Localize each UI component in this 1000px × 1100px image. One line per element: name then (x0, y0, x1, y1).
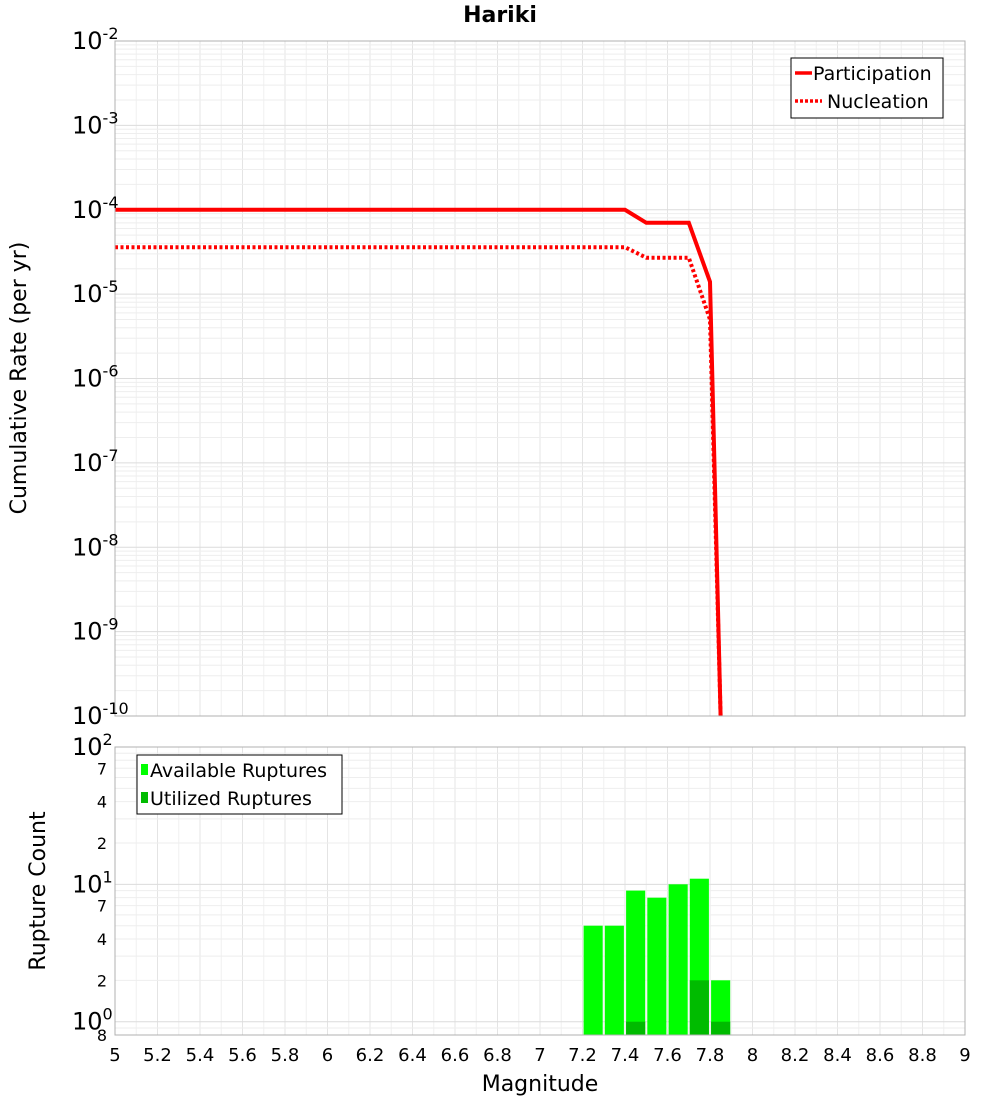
rate-y-tick-label: 10-3 (72, 108, 119, 139)
x-tick-label: 5.8 (271, 1045, 300, 1066)
x-tick-label: 5.2 (143, 1045, 172, 1066)
nucleation-legend-label: Nucleation (827, 91, 929, 113)
rate-plot-frame (114, 40, 966, 717)
count-y-minor-tick-label: 2 (97, 834, 107, 853)
count-y-minor-tick-label: 7 (97, 897, 107, 916)
x-tick-label: 7.8 (696, 1045, 725, 1066)
count-legend-box (136, 754, 343, 815)
utilized-legend-swatch (141, 792, 148, 803)
count-y-minor-tick-label: 2 (97, 971, 107, 990)
x-tick-label: 8.6 (866, 1045, 895, 1066)
x-tick-label: 7.6 (653, 1045, 682, 1066)
available-bar (668, 884, 688, 1035)
rate-y-tick-label: 10-4 (72, 193, 119, 224)
x-tick-label: 7.2 (568, 1045, 597, 1066)
rate-y-tick-label: 10-9 (72, 615, 119, 646)
x-tick-label: 9 (959, 1045, 970, 1066)
magnitude-x-ticks: 5 5.2 5.4 5.6 5.8 6 6.2 6.4 6.6 6.8 7 7.2 7.4 7.6 7.8 8… (109, 1045, 970, 1066)
rate-y-tick-label: 10-6 (72, 362, 119, 393)
rate-plot-grid (114, 41, 966, 717)
participation-line (115, 207, 723, 717)
rate-y-axis-label: Cumulative Rate (per yr) (7, 242, 32, 515)
utilized-bar (626, 1021, 646, 1035)
rate-y-tick-label: 10-7 (72, 446, 119, 477)
x-tick-label: 6 (322, 1045, 333, 1066)
x-tick-label: 5 (109, 1045, 120, 1066)
utilized-bar (689, 980, 709, 1035)
rate-legend-box (790, 57, 944, 119)
count-plot: 8 2 4 7 2 4 7 100 101 102 5 5.2 5.4 5.6 5.8 6 6.2 6.4 6.6… (26, 730, 971, 1097)
x-tick-label: 8 (747, 1045, 758, 1066)
x-tick-label: 7 (534, 1045, 545, 1066)
count-y-ticks: 8 2 4 7 2 4 7 100 101 102 (72, 730, 113, 1045)
available-legend-label: Available Ruptures (150, 760, 327, 782)
x-tick-label: 7.4 (611, 1045, 640, 1066)
available-bar (647, 897, 667, 1035)
chart-title: Hariki (463, 3, 537, 28)
x-tick-label: 5.6 (228, 1045, 257, 1066)
rate-y-tick-label: 10-8 (72, 530, 119, 561)
rate-y-tick-label: 10-5 (72, 277, 119, 308)
count-y-minor-tick-label: 4 (97, 930, 107, 949)
count-y-major-tick-label: 101 (72, 867, 113, 898)
x-tick-label: 6.4 (398, 1045, 427, 1066)
magnitude-x-axis-label: Magnitude (482, 1072, 599, 1097)
count-y-major-tick-label: 100 (72, 1005, 113, 1036)
rate-y-tick-label: 10-10 (72, 699, 129, 730)
rate-y-ticks: 10-10 10-9 10-8 10-7 10-6 10-5 10-4 10-3 10-2 (72, 24, 129, 730)
count-plot-frame (114, 746, 966, 1036)
x-tick-label: 8.4 (823, 1045, 852, 1066)
rate-legend: Participation Nucleation (790, 57, 944, 119)
x-tick-label: 6.6 (441, 1045, 470, 1066)
rate-y-tick-label: 10-2 (72, 24, 119, 55)
utilized-bar (711, 1021, 731, 1035)
x-tick-label: 8.8 (908, 1045, 937, 1066)
available-legend-swatch (141, 764, 148, 775)
available-bar (626, 890, 646, 1035)
count-y-minor-tick-label: 4 (97, 793, 107, 812)
count-y-major-tick-label: 102 (72, 730, 113, 761)
participation-legend-label: Participation (813, 63, 932, 85)
x-tick-label: 8.2 (781, 1045, 810, 1066)
count-y-axis-label: Rupture Count (26, 811, 51, 971)
count-plot-grid (114, 746, 966, 1036)
count-legend: Available Ruptures Utilized Ruptures (136, 754, 343, 815)
count-plot-bars (583, 878, 731, 1035)
x-tick-label: 6.8 (483, 1045, 512, 1066)
count-y-minor-tick-label: 8 (97, 1026, 107, 1045)
rate-plot: 10-10 10-9 10-8 10-7 10-6 10-5 10-4 10-3 10-2 Cu… (7, 24, 966, 730)
available-bar (583, 925, 603, 1035)
x-tick-label: 5.4 (186, 1045, 215, 1066)
available-bar (604, 925, 624, 1035)
utilized-legend-label: Utilized Ruptures (150, 788, 312, 810)
rate-plot-series (115, 207, 723, 717)
available-bar (711, 980, 731, 1035)
x-tick-label: 6.2 (356, 1045, 385, 1066)
count-y-minor-tick-label: 7 (97, 759, 107, 778)
